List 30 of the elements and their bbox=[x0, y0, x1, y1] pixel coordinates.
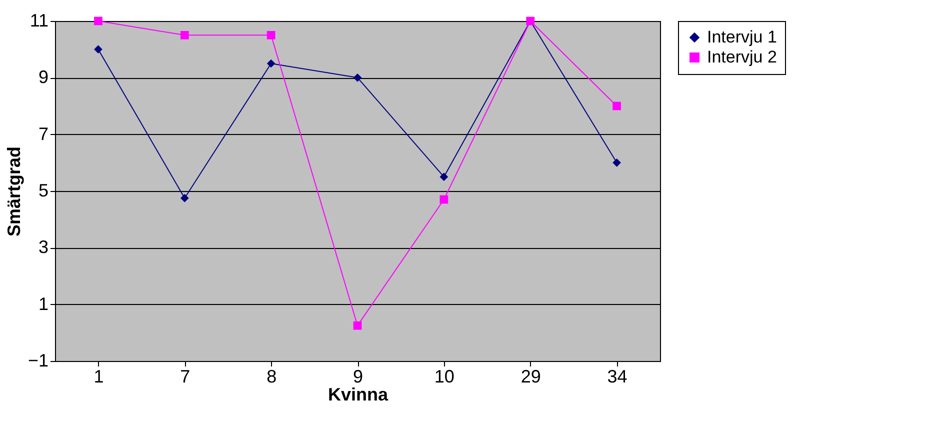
point bbox=[440, 172, 448, 182]
legend-label: Intervju 1 bbox=[707, 28, 777, 46]
x-tick-label: 7 bbox=[180, 366, 190, 386]
point bbox=[94, 16, 102, 26]
x-tick-label: 1 bbox=[94, 366, 104, 386]
x-tick-label: 29 bbox=[520, 366, 541, 386]
point bbox=[353, 73, 362, 82]
point bbox=[94, 45, 102, 54]
y-tick-label: 9 bbox=[38, 67, 48, 88]
point bbox=[180, 30, 189, 40]
y-tick-label: 11 bbox=[30, 10, 48, 30]
legend-label: Intervju 2 bbox=[707, 48, 777, 66]
y-tick-label: 1 bbox=[38, 294, 48, 314]
point bbox=[612, 158, 621, 167]
y-tick-label: 7 bbox=[38, 124, 48, 144]
y-axis-title: Smärtgrad bbox=[4, 146, 24, 237]
point bbox=[353, 321, 362, 330]
y-tick-label: 3 bbox=[38, 237, 48, 258]
x-tick-label: 8 bbox=[266, 366, 277, 386]
y-tick-label: −1 bbox=[28, 350, 48, 370]
y-tick-label: 5 bbox=[38, 180, 48, 200]
point bbox=[180, 194, 189, 202]
x-tick-label: 10 bbox=[434, 366, 454, 386]
point bbox=[266, 30, 276, 40]
x-axis-title: Kvinna bbox=[328, 384, 389, 404]
point bbox=[612, 102, 621, 110]
point bbox=[440, 195, 448, 204]
x-tick-label: 34 bbox=[607, 366, 628, 386]
x-tick-label: 9 bbox=[352, 366, 364, 386]
point bbox=[266, 59, 276, 68]
